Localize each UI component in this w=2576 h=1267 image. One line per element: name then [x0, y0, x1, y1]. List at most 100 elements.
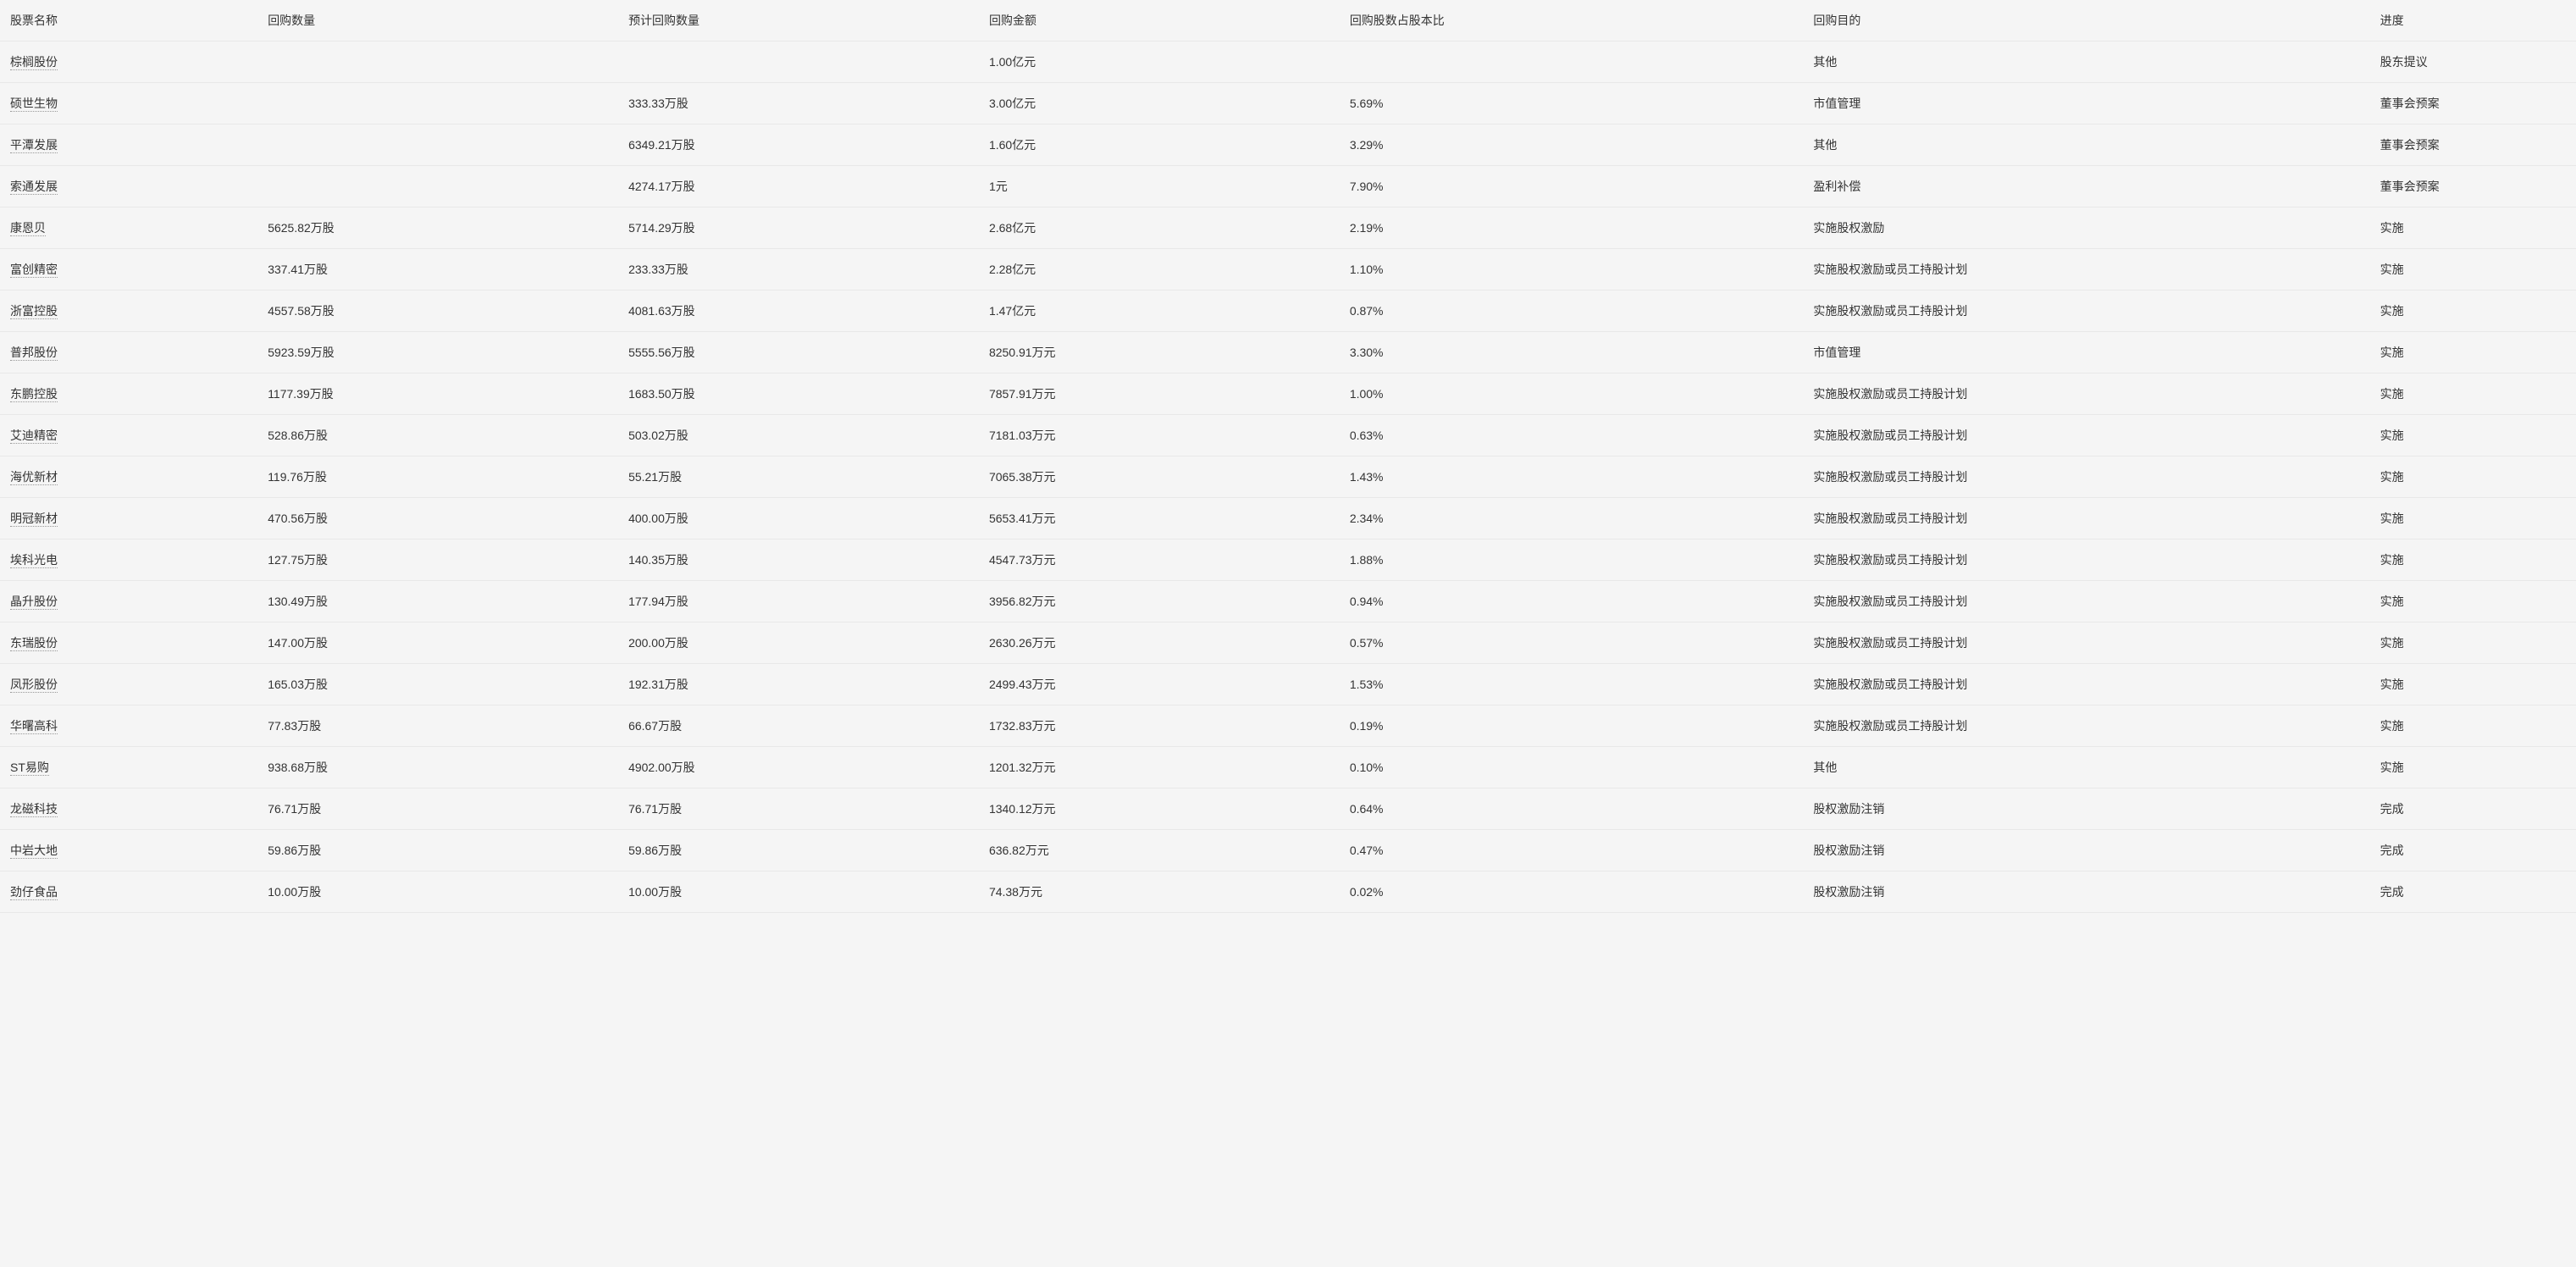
cell-progress: 实施: [2370, 622, 2576, 664]
stock-name-link[interactable]: ST易购: [10, 761, 49, 776]
table-row: ST易购938.68万股4902.00万股1201.32万元0.10%其他实施: [0, 747, 2576, 788]
cell-amount: 1732.83万元: [979, 705, 1340, 747]
cell-ratio: 3.30%: [1340, 332, 1804, 373]
col-header-amount[interactable]: 回购金额: [979, 0, 1340, 41]
cell-stock-name: 索通发展: [0, 166, 257, 207]
stock-name-link[interactable]: 康恩贝: [10, 221, 46, 236]
cell-qty: [257, 41, 618, 83]
buyback-table: 股票名称 回购数量 预计回购数量 回购金额 回购股数占股本比 回购目的 进度 棕…: [0, 0, 2576, 913]
cell-ratio: 5.69%: [1340, 83, 1804, 124]
cell-qty: 127.75万股: [257, 539, 618, 581]
table-header: 股票名称 回购数量 预计回购数量 回购金额 回购股数占股本比 回购目的 进度: [0, 0, 2576, 41]
cell-purpose: 市值管理: [1803, 83, 2369, 124]
cell-ratio: 0.63%: [1340, 415, 1804, 456]
table-row: 东瑞股份147.00万股200.00万股2630.26万元0.57%实施股权激励…: [0, 622, 2576, 664]
stock-name-link[interactable]: 普邦股份: [10, 346, 58, 361]
cell-amount: 2.68亿元: [979, 207, 1340, 249]
cell-est-qty: 503.02万股: [618, 415, 979, 456]
cell-amount: 7065.38万元: [979, 456, 1340, 498]
col-header-progress[interactable]: 进度: [2370, 0, 2576, 41]
cell-progress: 实施: [2370, 747, 2576, 788]
cell-stock-name: 埃科光电: [0, 539, 257, 581]
cell-amount: 2.28亿元: [979, 249, 1340, 290]
stock-name-link[interactable]: 龙磁科技: [10, 802, 58, 817]
cell-purpose: 实施股权激励或员工持股计划: [1803, 456, 2369, 498]
table-row: 晶升股份130.49万股177.94万股3956.82万元0.94%实施股权激励…: [0, 581, 2576, 622]
cell-progress: 实施: [2370, 539, 2576, 581]
cell-stock-name: 中岩大地: [0, 830, 257, 871]
cell-purpose: 实施股权激励或员工持股计划: [1803, 581, 2369, 622]
cell-amount: 7181.03万元: [979, 415, 1340, 456]
cell-purpose: 其他: [1803, 747, 2369, 788]
cell-amount: 5653.41万元: [979, 498, 1340, 539]
cell-qty: 470.56万股: [257, 498, 618, 539]
table-row: 海优新材 119.76万股55.21万股7065.38万元1.43%实施股权激励或…: [0, 456, 2576, 498]
stock-name-link[interactable]: 东瑞股份: [10, 636, 58, 651]
cell-progress: 董事会预案: [2370, 166, 2576, 207]
stock-name-link[interactable]: 索通发展: [10, 180, 58, 195]
stock-name-link[interactable]: 明冠新材: [10, 512, 58, 527]
cell-progress: 实施: [2370, 456, 2576, 498]
col-header-purpose[interactable]: 回购目的: [1803, 0, 2369, 41]
cell-est-qty: 233.33万股: [618, 249, 979, 290]
stock-name-link[interactable]: 东鹏控股: [10, 387, 58, 402]
cell-ratio: 1.53%: [1340, 664, 1804, 705]
col-header-ratio[interactable]: 回购股数占股本比: [1340, 0, 1804, 41]
cell-stock-name: 棕榈股份: [0, 41, 257, 83]
cell-amount: 1201.32万元: [979, 747, 1340, 788]
table-row: 富创精密337.41万股233.33万股2.28亿元1.10%实施股权激励或员工…: [0, 249, 2576, 290]
cell-ratio: 1.00%: [1340, 373, 1804, 415]
cell-progress: 实施: [2370, 249, 2576, 290]
cell-progress: 实施: [2370, 207, 2576, 249]
cell-stock-name: ST易购: [0, 747, 257, 788]
cell-amount: 1元: [979, 166, 1340, 207]
cell-qty: 119.76万股: [257, 456, 618, 498]
cell-stock-name: 东瑞股份: [0, 622, 257, 664]
col-header-name[interactable]: 股票名称: [0, 0, 257, 41]
table-row: 东鹏控股1177.39万股1683.50万股7857.91万元1.00%实施股权…: [0, 373, 2576, 415]
table-row: 劲仔食品10.00万股10.00万股74.38万元0.02%股权激励注销完成: [0, 871, 2576, 913]
table-row: 中岩大地59.86万股59.86万股636.82万元0.47%股权激励注销完成: [0, 830, 2576, 871]
col-header-qty[interactable]: 回购数量: [257, 0, 618, 41]
table-row: 索通发展4274.17万股1元7.90%盈利补偿董事会预案: [0, 166, 2576, 207]
stock-name-link[interactable]: 凤形股份: [10, 678, 58, 693]
cell-ratio: 1.43%: [1340, 456, 1804, 498]
stock-name-link[interactable]: 富创精密: [10, 263, 58, 278]
cell-progress: 完成: [2370, 871, 2576, 913]
stock-name-link[interactable]: 华曙高科: [10, 719, 58, 734]
stock-name-link[interactable]: 中岩大地: [10, 844, 58, 859]
stock-name-link[interactable]: 埃科光电: [10, 553, 58, 568]
cell-amount: 1.60亿元: [979, 124, 1340, 166]
cell-qty: 76.71万股: [257, 788, 618, 830]
stock-name-link[interactable]: 劲仔食品: [10, 885, 58, 900]
stock-name-link[interactable]: 浙富控股: [10, 304, 58, 319]
stock-name-link[interactable]: 晶升股份: [10, 595, 58, 610]
cell-purpose: 实施股权激励: [1803, 207, 2369, 249]
stock-name-link[interactable]: 硕世生物: [10, 97, 58, 112]
cell-purpose: 实施股权激励或员工持股计划: [1803, 622, 2369, 664]
cell-ratio: 3.29%: [1340, 124, 1804, 166]
stock-name-link[interactable]: 海优新材: [10, 470, 58, 485]
stock-name-link[interactable]: 平潭发展: [10, 138, 58, 153]
cell-amount: 636.82万元: [979, 830, 1340, 871]
cell-ratio: 0.10%: [1340, 747, 1804, 788]
cell-amount: 2630.26万元: [979, 622, 1340, 664]
cell-stock-name: 浙富控股: [0, 290, 257, 332]
cell-stock-name: 艾迪精密: [0, 415, 257, 456]
stock-name-link[interactable]: 艾迪精密: [10, 429, 58, 444]
table-row: 艾迪精密528.86万股503.02万股7181.03万元0.63%实施股权激励…: [0, 415, 2576, 456]
stock-name-link[interactable]: 棕榈股份: [10, 55, 58, 70]
cell-purpose: 实施股权激励或员工持股计划: [1803, 664, 2369, 705]
cell-stock-name: 明冠新材: [0, 498, 257, 539]
table-row: 棕榈股份1.00亿元其他股东提议: [0, 41, 2576, 83]
cell-purpose: 实施股权激励或员工持股计划: [1803, 498, 2369, 539]
col-header-est-qty[interactable]: 预计回购数量: [618, 0, 979, 41]
cell-qty: [257, 124, 618, 166]
table-row: 明冠新材470.56万股400.00万股5653.41万元2.34%实施股权激励…: [0, 498, 2576, 539]
cell-ratio: 2.19%: [1340, 207, 1804, 249]
cell-stock-name: 华曙高科: [0, 705, 257, 747]
cell-purpose: 实施股权激励或员工持股计划: [1803, 539, 2369, 581]
cell-est-qty: 55.21万股: [618, 456, 979, 498]
cell-purpose: 市值管理: [1803, 332, 2369, 373]
cell-progress: 实施: [2370, 415, 2576, 456]
